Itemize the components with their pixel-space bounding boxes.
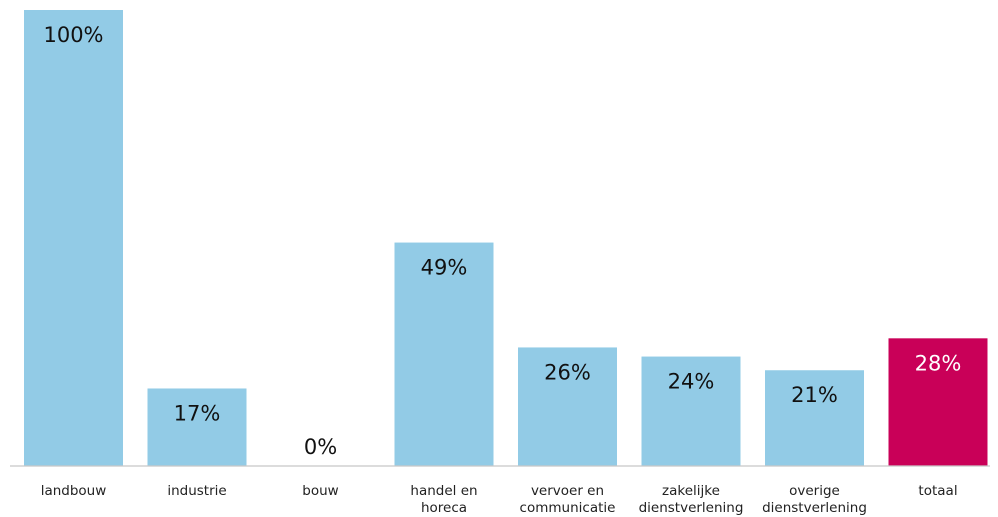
category-label-line: vervoer en — [531, 483, 604, 499]
value-label-industrie: 17% — [174, 401, 221, 425]
category-label-line: dienstverlening — [639, 500, 744, 516]
value-label-vervoer-en-communicatie: 26% — [544, 360, 591, 384]
category-label-handel-en-horeca: handel en horeca — [410, 483, 477, 516]
bar-landbouw — [24, 10, 123, 466]
category-label-vervoer-en-communicatie: vervoer en communicatie — [520, 483, 616, 516]
category-label-totaal: totaal — [918, 483, 957, 499]
category-label-line: dienstverlening — [762, 500, 867, 516]
category-labels-group: landbouw industrie bouw handel en horeca verv… — [41, 483, 958, 516]
category-label-line: industrie — [167, 483, 226, 499]
bar-handel-en-horeca — [394, 242, 494, 466]
category-label-line: handel en — [410, 483, 477, 499]
value-label-overige-dienstverlening: 21% — [791, 383, 838, 407]
value-label-bouw: 0% — [304, 435, 337, 459]
bar-overige-dienstverlening — [765, 370, 864, 466]
bar-totaal — [888, 338, 988, 466]
category-label-bouw: bouw — [302, 483, 338, 499]
category-label-landbouw: landbouw — [41, 483, 107, 499]
category-label-line: landbouw — [41, 483, 107, 499]
bar-zakelijke-dienstverlening — [641, 356, 741, 466]
category-label-line: bouw — [302, 483, 338, 499]
category-label-line: communicatie — [520, 500, 616, 516]
value-label-landbouw: 100% — [43, 23, 103, 47]
category-label-industrie: industrie — [167, 483, 226, 499]
bar-industrie — [147, 388, 247, 466]
value-label-handel-en-horeca: 49% — [421, 256, 468, 280]
bar-vervoer-en-communicatie — [518, 347, 617, 466]
category-label-line: horeca — [421, 500, 467, 516]
bars-group: 100% 17% 0% 49% 26% 24% 21% 28% — [24, 10, 988, 466]
category-label-line: totaal — [918, 483, 957, 499]
value-label-totaal: 28% — [915, 351, 962, 375]
value-label-zakelijke-dienstverlening: 24% — [668, 370, 715, 394]
category-label-line: overige — [789, 483, 840, 499]
category-label-line: zakelijke — [662, 483, 720, 499]
category-label-zakelijke-dienstverlening: zakelijke dienstverlening — [639, 483, 744, 516]
category-label-overige-dienstverlening: overige dienstverlening — [762, 483, 867, 516]
